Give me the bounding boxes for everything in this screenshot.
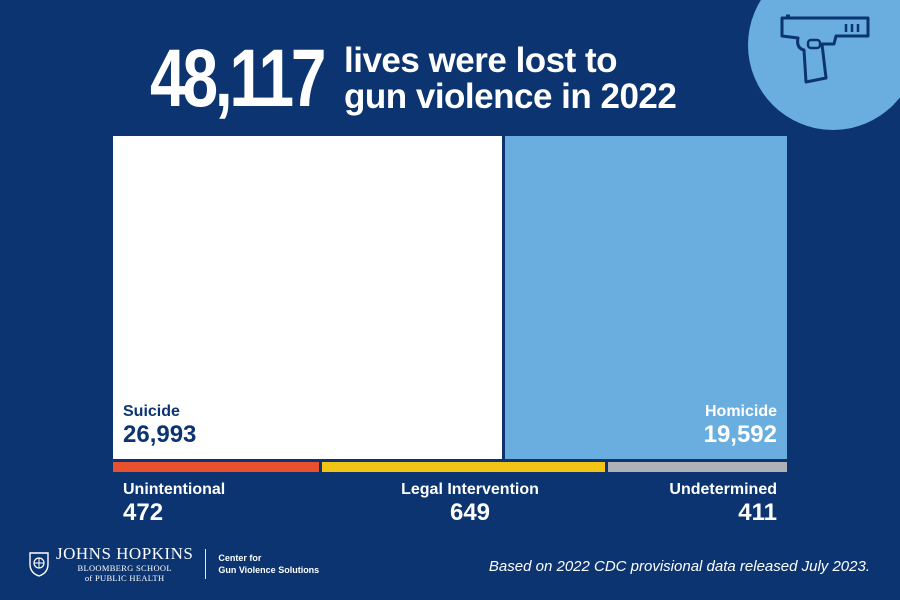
logo-divider [205,549,207,579]
unintentional-value: 472 [123,499,164,526]
org-sub-1: BLOOMBERG SCHOOL [77,563,172,573]
headline: 48,117 lives were lost to gun violence i… [150,38,677,120]
source-note: Based on 2022 CDC provisional data relea… [488,558,870,575]
unintentional-category-name: Unintentional [123,481,226,498]
johns-hopkins-logo: JOHNS HOPKINS BLOOMBERG SCHOOL of PUBLIC… [28,545,319,583]
homicide-value: 19,592 [703,421,777,448]
homicide-category-name: Homicide [704,403,777,420]
homicide-label: Homicide 19,592 [704,403,777,449]
legal-intervention-bar [322,462,605,472]
university-shield-icon [29,552,49,577]
legal-intervention-category-name: Legal Intervention [401,481,539,498]
org-name: JOHNS HOPKINS [56,544,194,563]
headline-line-2: gun violence in 2022 [344,77,677,116]
center-name-line-1: Center for [218,553,262,563]
suicide-value: 26,993 [123,421,197,448]
suicide-category-name: Suicide [123,403,180,420]
org-sub-2: of PUBLIC HEALTH [84,573,165,583]
headline-text: lives were lost to gun violence in 2022 [344,41,677,116]
headline-line-1: lives were lost to [344,41,618,80]
suicide-block [113,136,502,459]
unintentional-bar [113,462,319,472]
deaths-treemap [113,136,787,472]
center-name-line-2: Gun Violence Solutions [218,565,320,575]
undetermined-label: Undetermined 411 [669,481,777,527]
undetermined-value: 411 [738,499,777,526]
handgun-icon [780,14,870,84]
legal-intervention-value: 649 [449,499,491,526]
undetermined-bar [608,462,787,472]
suicide-label: Suicide 26,993 [123,403,196,449]
homicide-block [505,136,787,459]
center-name: Center for Gun Violence Solutions [218,552,319,576]
unintentional-label: Unintentional 472 [123,481,225,527]
undetermined-category-name: Undetermined [669,481,777,498]
legal-intervention-label: Legal Intervention 649 [370,481,570,527]
